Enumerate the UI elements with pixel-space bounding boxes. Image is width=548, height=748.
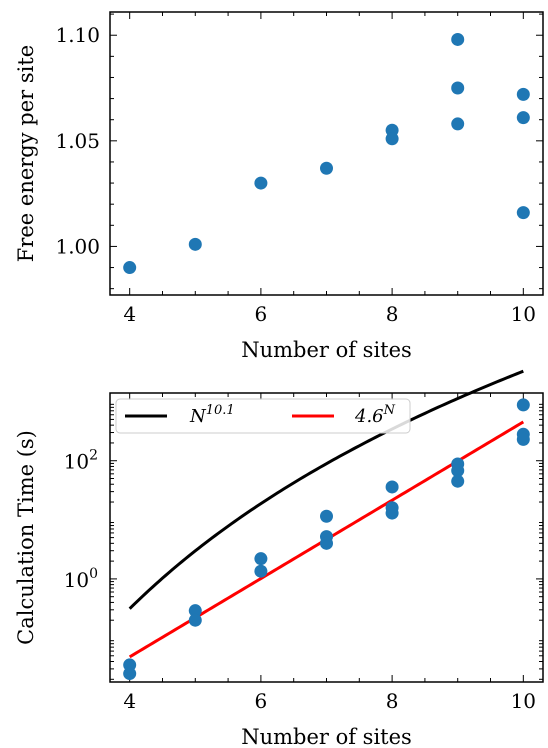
- data-point: [385, 506, 399, 520]
- y-tick-label: 1.00: [55, 234, 100, 258]
- plot-frame: [109, 11, 544, 296]
- y-tick-label: 1.05: [55, 129, 100, 153]
- chart-panel-2: 4 6 8 10 100 102 N10.1 4.6N Number of sites Calcu…: [14, 369, 544, 748]
- data-point: [451, 32, 465, 46]
- x-tick-label: 6: [255, 689, 268, 713]
- x-tick-label: 10: [511, 302, 536, 326]
- data-point: [451, 474, 465, 488]
- data-point: [123, 667, 137, 681]
- x-tick-label: 6: [255, 302, 268, 326]
- data-point: [516, 206, 530, 220]
- data-point: [320, 536, 333, 550]
- data-point: [451, 117, 465, 131]
- data-point: [516, 87, 530, 101]
- x-axis-label: Number of sites: [241, 338, 412, 362]
- plot-frame: [109, 392, 544, 683]
- x-tick-label: 4: [123, 302, 136, 326]
- x-tick-label: 4: [123, 689, 136, 713]
- legend: N10.1 4.6N: [115, 398, 411, 434]
- chart-panel-1: 4 6 8 10 1.00 1.05 1.10 Number of sites Free ene…: [14, 11, 544, 362]
- y-axis-label: Calculation Time (s): [14, 430, 38, 645]
- legend-box: [115, 398, 411, 434]
- data-point: [451, 464, 465, 478]
- x-tick-label: 8: [386, 302, 399, 326]
- data-point: [188, 237, 202, 251]
- y-tick-label: 100: [64, 566, 98, 592]
- y-tick-label: 102: [64, 448, 98, 474]
- data-point: [254, 552, 268, 566]
- x-tick-label: 10: [511, 689, 536, 713]
- data-point: [516, 398, 530, 412]
- fit-line-power: [128, 369, 524, 610]
- y-axis-label: Free energy per site: [14, 45, 38, 263]
- data-point: [188, 613, 202, 627]
- data-point: [516, 432, 530, 446]
- legend-label: N10.1: [189, 403, 235, 427]
- data-point: [516, 111, 530, 125]
- data-point: [385, 480, 399, 494]
- data-point: [320, 161, 333, 175]
- data-point: [188, 604, 202, 618]
- y-tick-label: 1.10: [55, 23, 100, 47]
- data-point: [451, 81, 465, 95]
- data-point: [254, 176, 268, 190]
- x-tick-label: 8: [386, 689, 399, 713]
- data-point: [254, 564, 268, 578]
- data-point: [385, 132, 399, 146]
- data-point: [123, 261, 137, 275]
- x-axis-label: Number of sites: [241, 725, 412, 748]
- data-point: [320, 509, 333, 523]
- legend-label: 4.6N: [354, 403, 396, 427]
